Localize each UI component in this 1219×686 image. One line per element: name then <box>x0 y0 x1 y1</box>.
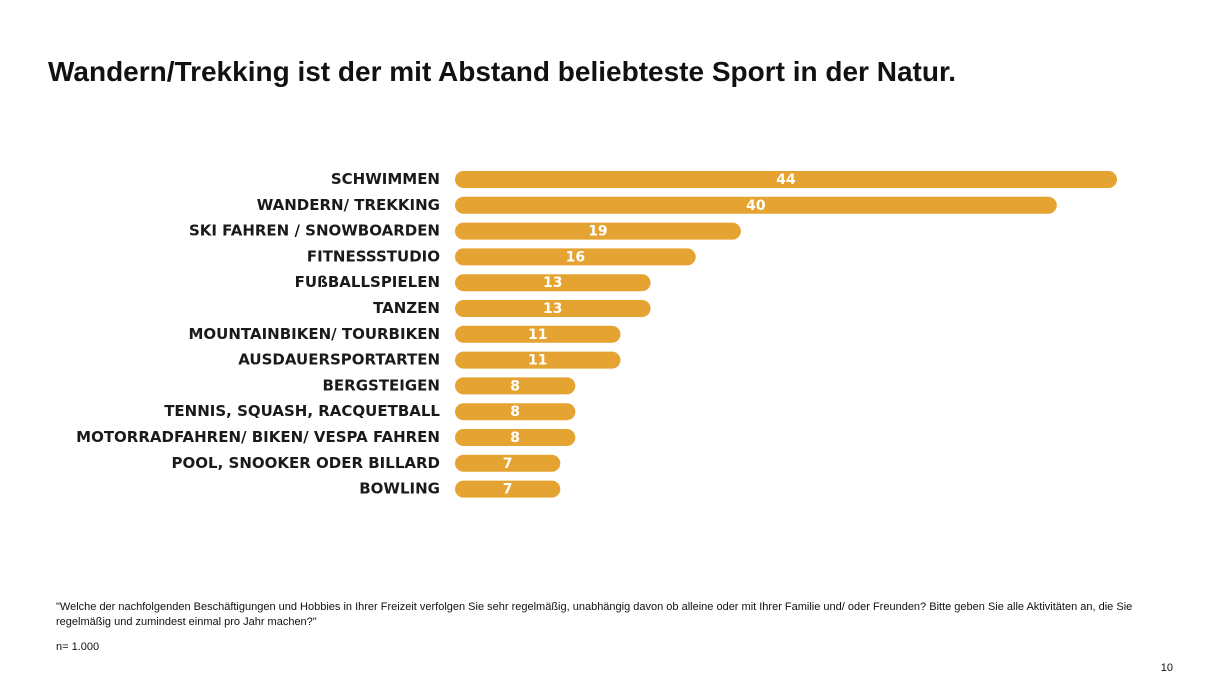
bar <box>455 171 1117 188</box>
category-label: MOTORRADFAHREN/ BIKEN/ VESPA FAHREN <box>76 428 440 446</box>
category-label: WANDERN/ TREKKING <box>257 196 440 214</box>
bar-value-label: 13 <box>543 301 562 317</box>
category-label: SKI FAHREN / SNOWBOARDEN <box>189 222 440 240</box>
category-label: MOUNTAINBIKEN/ TOURBIKEN <box>188 325 440 343</box>
bar <box>455 248 696 266</box>
bar <box>455 377 576 395</box>
bar-value-label: 8 <box>510 430 520 446</box>
category-label: FUßBALLSPIELEN <box>295 273 440 291</box>
bar-value-label: 44 <box>776 172 796 188</box>
bar <box>455 196 1057 214</box>
bar <box>455 403 576 421</box>
bar-value-label: 11 <box>528 327 547 343</box>
category-label: BOWLING <box>359 480 440 498</box>
category-label: TENNIS, SQUASH, RACQUETBALL <box>164 402 440 420</box>
bar-value-label: 13 <box>543 275 562 291</box>
bar <box>455 351 621 369</box>
bar <box>455 300 651 317</box>
bar-value-label: 11 <box>528 353 547 369</box>
bar <box>455 325 621 343</box>
bar <box>455 480 561 498</box>
bar-value-label: 40 <box>746 198 766 214</box>
bar <box>455 454 561 472</box>
bar-value-label: 8 <box>510 378 520 394</box>
category-label: AUSDAUERSPORTARTEN <box>238 351 440 369</box>
bar-value-label: 7 <box>503 482 513 498</box>
bar <box>455 429 576 446</box>
category-label: POOL, SNOOKER ODER BILLARD <box>172 454 440 472</box>
category-label: BERGSTEIGEN <box>322 376 440 394</box>
bar-value-label: 7 <box>503 456 513 472</box>
bar-value-label: 19 <box>588 224 607 240</box>
bar <box>455 222 741 240</box>
page-number: 10 <box>1160 662 1173 674</box>
sample-size: n= 1.000 <box>56 641 100 653</box>
bar-chart: SCHWIMMEN 44 WANDERN/ TREKKING 40 SKI FAHREN… <box>76 170 1117 498</box>
category-label: TANZEN <box>373 299 440 317</box>
category-label: SCHWIMMEN <box>331 170 440 188</box>
bar-chart-marks: SCHWIMMEN 44 WANDERN/ TREKKING 40 SKI FAHREN… <box>76 170 1117 498</box>
category-label: FITNESSSTUDIO <box>307 247 440 265</box>
bar <box>455 274 651 292</box>
survey-question-footnote: "Welche der nachfolgenden Beschäftigunge… <box>56 601 1133 628</box>
bar-value-label: 16 <box>566 249 585 265</box>
page-title: Wandern/Trekking ist der mit Abstand bel… <box>48 56 957 87</box>
bar-value-label: 8 <box>510 404 520 420</box>
